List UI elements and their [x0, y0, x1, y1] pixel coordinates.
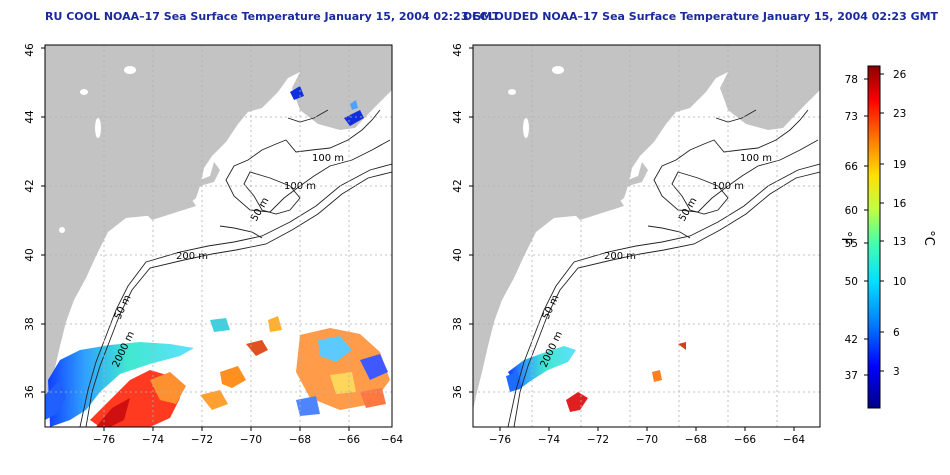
y-tick-label: 36: [452, 385, 464, 399]
x-tick-label: −70: [240, 434, 262, 446]
bathymetry-contours: [79, 109, 392, 427]
x-tick-label: −70: [636, 434, 658, 446]
land: [45, 45, 392, 410]
f-tick-label: 78: [845, 74, 858, 86]
contour-label: 100 m: [740, 153, 772, 164]
land: [473, 45, 820, 410]
sst-data: [45, 86, 390, 427]
f-tick-label: 50: [845, 276, 858, 288]
x-tick-label: −66: [734, 434, 756, 446]
map-frame: [44, 44, 393, 428]
x-axis-ticks: −76 −74 −72 −70 −68 −66 −64: [93, 434, 403, 446]
grid-lines: [473, 45, 820, 427]
celsius-axis-label: °C: [921, 230, 936, 246]
x-tick-label: −64: [783, 434, 805, 446]
x-tick-label: −68: [289, 434, 311, 446]
f-tick-label: 42: [845, 334, 858, 346]
colorbar: 78 73 66 60 55 50 42 37 26 23 19 16 13 1…: [838, 65, 936, 409]
y-tick-label: 36: [24, 385, 36, 399]
x-tick-label: −74: [142, 434, 164, 446]
f-tick-label: 60: [845, 205, 858, 217]
y-tick-label: 46: [452, 43, 464, 57]
x-tick-label: −76: [489, 434, 511, 446]
c-tick-label: 26: [893, 69, 907, 81]
y-tick-label: 38: [24, 317, 36, 330]
contour-label: 200 m: [604, 251, 636, 262]
fahrenheit-axis-label: °F: [838, 231, 853, 245]
x-tick-label: −72: [191, 434, 213, 446]
f-tick-label: 55: [845, 238, 858, 250]
fahrenheit-ticks: 78 73 66 60 55 50 42 37: [845, 74, 859, 382]
colorbar-gradient: [867, 65, 881, 409]
f-tick-label: 73: [845, 111, 858, 123]
c-tick-label: 19: [893, 159, 906, 171]
c-tick-label: 23: [893, 108, 906, 120]
c-tick-label: 13: [893, 236, 906, 248]
grid-lines: [45, 45, 392, 427]
c-tick-label: 10: [893, 276, 906, 288]
x-tick-label: −76: [93, 434, 115, 446]
y-tick-label: 40: [24, 248, 36, 261]
contour-label: 100 m: [312, 153, 344, 164]
y-tick-label: 38: [452, 317, 464, 330]
x-tick-label: −64: [381, 434, 403, 446]
contour-label: 200 m: [176, 251, 208, 262]
bathymetry-contours: [507, 109, 820, 427]
x-tick-label: −74: [538, 434, 560, 446]
sst-data-declouded: [506, 342, 686, 412]
panel-2-title: DECLOUDED NOAA–17 Sea Surface Temperatur…: [463, 10, 939, 23]
y-tick-label: 46: [24, 43, 36, 57]
y-tick-label: 44: [452, 110, 464, 124]
x-tick-label: −68: [685, 434, 707, 446]
x-tick-label: −72: [587, 434, 609, 446]
x-axis-ticks: −76 −74 −72 −70 −68 −66 −64: [489, 434, 805, 446]
y-axis-ticks: 36 38 40 42 44 46: [24, 43, 36, 399]
c-tick-label: 16: [893, 198, 907, 210]
x-tick-label: −66: [338, 434, 360, 446]
panel-2-map: 100 m 100 m 50 m 200 m 50 m 2000 m −76 −…: [452, 43, 821, 446]
y-tick-label: 44: [24, 110, 36, 124]
c-tick-label: 6: [893, 327, 900, 339]
panel-1-map: 100 m 100 m 50 m 200 m 50 m 2000 m −76 −…: [24, 43, 403, 446]
celsius-ticks: 26 23 19 16 13 10 6 3: [893, 69, 907, 378]
panel-1-title: RU COOL NOAA–17 Sea Surface Temperature …: [45, 10, 500, 23]
y-tick-label: 40: [452, 248, 464, 261]
y-tick-label: 42: [24, 179, 36, 192]
y-tick-label: 42: [452, 179, 464, 192]
y-axis-ticks: 36 38 40 42 44 46: [452, 43, 464, 399]
f-tick-label: 37: [845, 370, 858, 382]
c-tick-label: 3: [893, 366, 900, 378]
f-tick-label: 66: [845, 161, 859, 173]
